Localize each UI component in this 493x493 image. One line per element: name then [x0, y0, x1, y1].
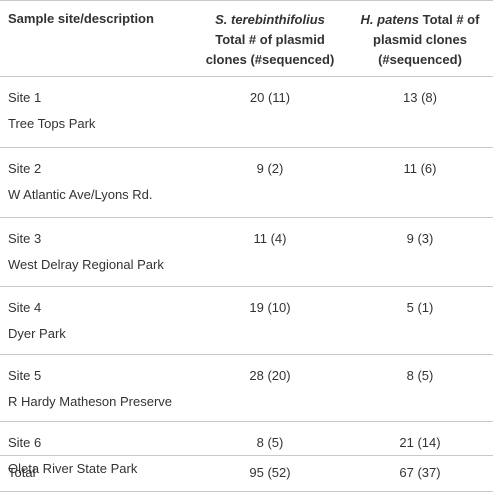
row-rule: [0, 147, 493, 148]
header-sample-site: Sample site/description: [8, 9, 188, 85]
header-sample-site-label: Sample site/description: [8, 11, 154, 26]
s-terebinthifolius-value: 9 (2): [256, 161, 284, 176]
header-s-terebinthifolius: S. terebinthifolius Total # of plasmid c…: [195, 10, 345, 86]
row-rule: [0, 455, 493, 456]
total-label: Total: [8, 465, 36, 480]
table-row: Site 6 Oleta River State Park 8 (5) 21 (…: [0, 422, 493, 476]
row-rule: [0, 421, 493, 422]
total-row: Total 95 (52) 67 (37): [0, 456, 493, 491]
s-terebinthifolius-value: 20 (11): [249, 90, 291, 105]
s-terebinthifolius-total: 95 (52): [249, 465, 291, 480]
s-terebinthifolius-value: 28 (20): [249, 368, 291, 383]
s-terebinthifolius-value: 19 (10): [249, 300, 291, 315]
site-cell: Site 2 W Atlantic Ave/Lyons Rd.: [8, 156, 188, 208]
row-rule: [0, 217, 493, 218]
site-description: West Delray Regional Park: [8, 257, 164, 272]
h-patens-value: 21 (14): [399, 435, 441, 450]
site-label: Site 5: [8, 368, 42, 383]
site-cell: Site 6 Oleta River State Park: [8, 430, 188, 482]
s-terebinthifolius-value: 8 (5): [256, 435, 284, 450]
site-description: Dyer Park: [8, 326, 66, 341]
site-cell: Site 5 R Hardy Matheson Preserve: [8, 363, 188, 415]
header-s-terebinthifolius-desc: Total # of plasmid clones (#sequenced): [205, 32, 335, 67]
table-row: Site 2 W Atlantic Ave/Lyons Rd. 9 (2) 11…: [0, 148, 493, 202]
header-h-patens-desc: Total # of plasmid clones (#sequenced): [373, 12, 480, 67]
site-label: Site 4: [8, 300, 42, 315]
site-label: Site 1: [8, 90, 42, 105]
h-patens-value: 9 (3): [406, 231, 434, 246]
site-description: Tree Tops Park: [8, 116, 96, 131]
table-bottom-rule: [0, 491, 493, 492]
table-row: Site 5 R Hardy Matheson Preserve 28 (20)…: [0, 355, 493, 409]
site-label: Site 2: [8, 161, 42, 176]
table-row: Site 3 West Delray Regional Park 11 (4) …: [0, 218, 493, 272]
h-patens-value: 13 (8): [403, 90, 437, 105]
h-patens-value: 8 (5): [406, 368, 434, 383]
table-row: Site 4 Dyer Park 19 (10) 5 (1): [0, 287, 493, 341]
table-top-rule: [0, 0, 493, 1]
s-terebinthifolius-value: 11 (4): [253, 231, 287, 246]
site-description: Oleta River State Park: [8, 461, 138, 476]
site-description: R Hardy Matheson Preserve: [8, 394, 173, 409]
h-patens-value: 5 (1): [406, 300, 434, 315]
row-rule: [0, 286, 493, 287]
header-h-patens: H. patens Total # of plasmid clones (#se…: [355, 10, 485, 86]
site-cell: Site 4 Dyer Park: [8, 295, 188, 347]
table-row: Site 1 Tree Tops Park 20 (11) 13 (8): [0, 77, 493, 131]
site-description: W Atlantic Ave/Lyons Rd.: [8, 187, 153, 202]
site-label: Site 6: [8, 435, 42, 450]
header-rule: [0, 76, 493, 77]
h-patens-total: 67 (37): [399, 465, 441, 480]
header-h-patens-species: H. patens: [360, 12, 420, 27]
site-label: Site 3: [8, 231, 42, 246]
row-rule: [0, 354, 493, 355]
header-s-terebinthifolius-species: S. terebinthifolius: [215, 12, 325, 27]
site-cell: Site 1 Tree Tops Park: [8, 85, 188, 137]
h-patens-value: 11 (6): [403, 161, 437, 176]
site-cell: Site 3 West Delray Regional Park: [8, 226, 188, 278]
